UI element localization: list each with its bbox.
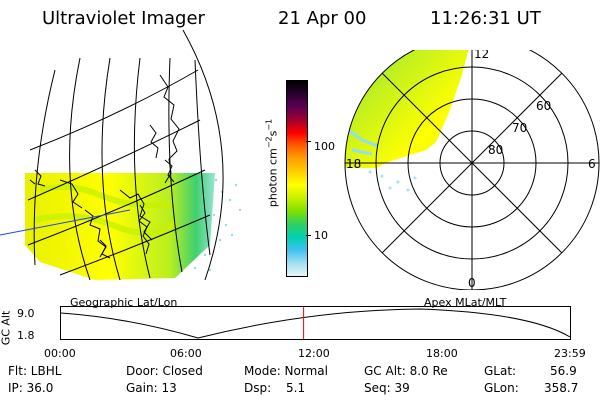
- time-tick-0600: 06:00: [170, 347, 202, 360]
- colorbar-unit: photon cm−2s−1: [264, 80, 280, 245]
- colorbar-tick-100: [306, 141, 311, 142]
- glon-label: GLon:: [484, 381, 519, 395]
- polar-aurora: [345, 50, 472, 168]
- glon-value: 358.7: [544, 381, 579, 395]
- dsp-label: Dsp:: [244, 381, 272, 395]
- terminator-line: [0, 209, 131, 236]
- dsp-value: 5.1: [286, 381, 306, 395]
- glat-label: GLat:: [484, 364, 517, 378]
- mode-info: Mode: Normal: [244, 364, 328, 378]
- polar-speckles: [368, 170, 417, 192]
- time-tick-2359: 23:59: [554, 347, 586, 360]
- colorbar-unit-exp2: −1: [264, 118, 274, 131]
- gcalt-info: GC Alt: 8.0 Re: [364, 364, 448, 378]
- gc-alt-axis-text: GC Alt: [0, 310, 13, 346]
- time-tick-1800: 18:00: [426, 347, 458, 360]
- gc-alt-axis-label: GC Alt: [0, 310, 13, 346]
- aurora-image: [25, 173, 215, 280]
- coastlines: [29, 74, 180, 259]
- mlt-label-12: 12: [474, 50, 489, 61]
- flt-info: Flt: LBHL: [8, 364, 62, 378]
- seq-info: Seq: 39: [364, 381, 410, 395]
- apex-caption: Apex MLat/MLT: [424, 296, 507, 309]
- lat-label-60: 60: [536, 99, 551, 113]
- alt-tick-1-8: 1.8: [17, 329, 35, 342]
- alt-tick-9: 9.0: [17, 307, 35, 320]
- altitude-curve: [60, 308, 571, 339]
- mlt-label-6: 6: [588, 157, 596, 171]
- geographic-map: [0, 30, 242, 281]
- ip-info: IP: 36.0: [8, 381, 54, 395]
- geographic-caption: Geographic Lat/Lon: [70, 296, 178, 309]
- altitude-plot: [60, 306, 571, 340]
- time-label: 11:26:31 UT: [430, 8, 541, 29]
- time-tick-0000: 00:00: [44, 347, 76, 360]
- lat-label-70: 70: [512, 121, 527, 135]
- colorbar-scale: [286, 80, 308, 277]
- polar-grid: [344, 50, 600, 290]
- date-label: 21 Apr 00: [278, 8, 367, 29]
- polar-plot: 12 60 70 80 18 6 0: [344, 50, 600, 290]
- glat-value: 56.9: [550, 364, 577, 378]
- door-info: Door: Closed: [126, 364, 203, 378]
- mlt-label-0: 0: [468, 276, 476, 290]
- mlt-label-18: 18: [346, 157, 361, 171]
- colorbar-label-100: 100: [314, 140, 335, 153]
- colorbar-unit-main: photon cm: [266, 147, 280, 207]
- instrument-title: Ultraviolet Imager: [42, 8, 205, 29]
- gain-info: Gain: 13: [126, 381, 177, 395]
- colorbar-label-10: 10: [314, 229, 328, 242]
- colorbar-unit-exp1: −2: [264, 135, 274, 148]
- speckle-edge: [193, 178, 242, 272]
- time-tick-1200: 12:00: [298, 347, 330, 360]
- colorbar-tick-10: [306, 235, 311, 236]
- colorbar-unit-mid: s: [266, 130, 280, 136]
- lat-label-80: 80: [488, 143, 503, 157]
